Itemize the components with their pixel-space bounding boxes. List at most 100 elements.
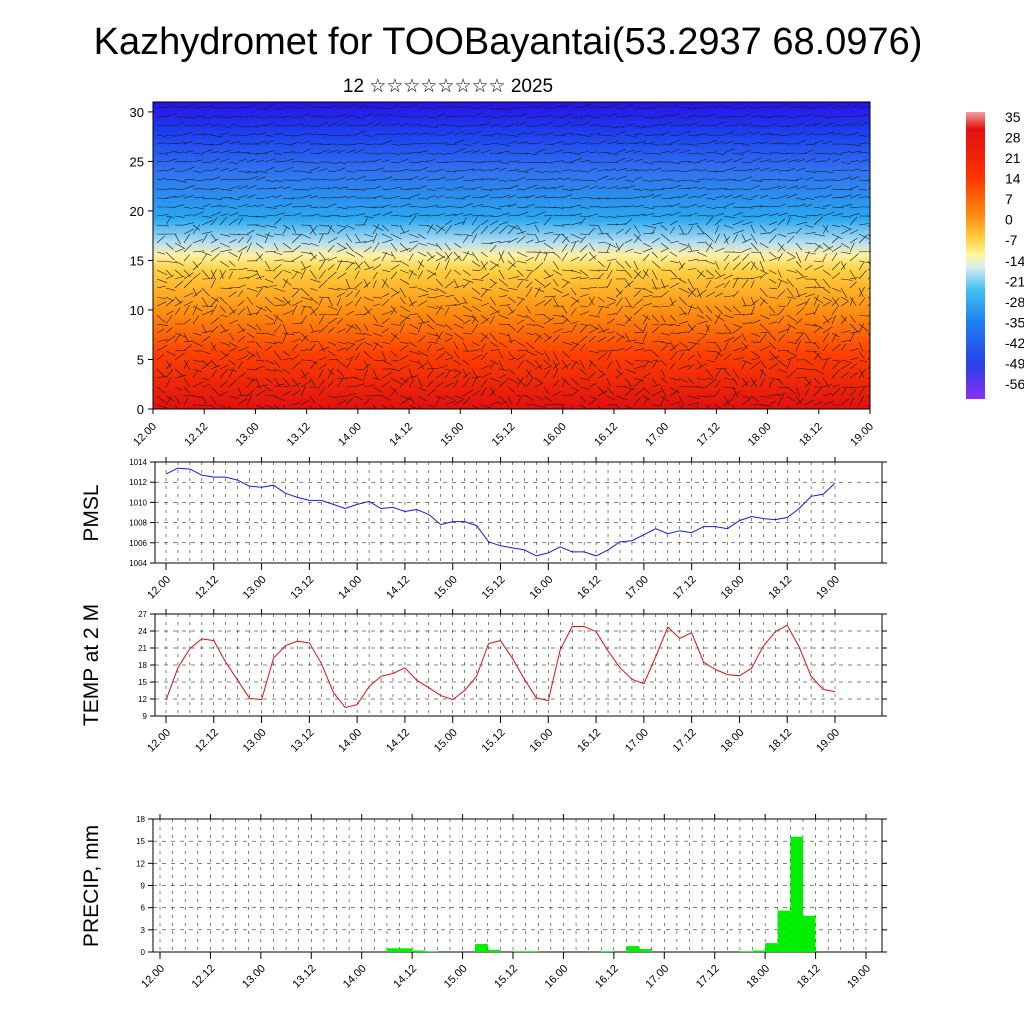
wind-barb (381, 350, 387, 362)
wind-barb (714, 170, 725, 173)
wind-barb (273, 186, 284, 190)
wind-barb (795, 167, 806, 172)
wind-barb (516, 341, 526, 347)
wind-barb (471, 323, 479, 334)
wind-barb (822, 393, 832, 397)
wind-barb (732, 255, 740, 262)
wind-barb (642, 242, 652, 248)
wind-barb (687, 225, 694, 235)
wind-barb (498, 368, 508, 371)
wind-barb (678, 341, 688, 348)
wind-barb (597, 386, 606, 395)
wind-barb (561, 104, 571, 109)
wind-barb (633, 289, 642, 298)
wind-barb (228, 168, 238, 172)
wind-barb (156, 285, 166, 289)
wind-barb (786, 341, 798, 344)
wind-barb (417, 132, 428, 136)
wind-barb (471, 305, 481, 312)
wind-barb (732, 169, 743, 172)
wind-barb (264, 167, 275, 172)
wind-barb (273, 368, 283, 373)
wind-barb (741, 277, 754, 280)
wind-barb (498, 287, 509, 292)
wind-barb (741, 261, 751, 271)
wind-barb (327, 350, 336, 356)
wind-barb (570, 233, 583, 240)
wind-barb (255, 287, 263, 298)
wind-barb (435, 262, 440, 271)
wind-barb (579, 185, 590, 190)
wind-barb (705, 314, 712, 322)
wind-barb (408, 244, 418, 253)
wind-barb (822, 131, 835, 136)
wind-barb (291, 343, 299, 352)
wind-barb (615, 260, 625, 269)
wind-barb (651, 314, 660, 323)
wind-barb (552, 260, 560, 270)
wind-barb (597, 260, 605, 268)
x-tick-label: 17.12 (671, 727, 699, 755)
wind-barb (606, 261, 611, 271)
wind-barb (192, 170, 202, 173)
wind-barb (480, 387, 487, 397)
wind-barb (777, 212, 788, 217)
wind-barb (237, 236, 244, 244)
wind-barb (714, 305, 724, 315)
y-tick-label: 3 (141, 926, 146, 935)
wind-barb (687, 186, 698, 190)
wind-barb (462, 377, 470, 388)
wind-barb (201, 197, 212, 200)
wind-barb (669, 203, 681, 208)
wind-barb (579, 277, 589, 280)
wind-barb (507, 122, 519, 127)
wind-barb (669, 251, 678, 257)
wind-barb (660, 332, 671, 336)
wind-barb (678, 404, 685, 409)
wind-barb (687, 168, 698, 172)
wind-barb (300, 348, 310, 352)
wind-barb (678, 224, 685, 234)
wind-barb (453, 379, 459, 388)
wind-barb (255, 176, 266, 181)
wind-barb (678, 321, 689, 325)
x-tick-label: 14.12 (384, 727, 412, 755)
wind-barb (201, 361, 212, 370)
x-tick-label: 12.00 (145, 727, 173, 755)
wind-barb (273, 217, 282, 226)
wind-barb (579, 159, 591, 163)
wind-barb (210, 124, 222, 127)
wind-barb (264, 284, 277, 289)
wind-barb (264, 187, 276, 190)
wind-barb (561, 350, 571, 359)
wind-barb (372, 280, 377, 289)
wind-barb (165, 124, 175, 127)
wind-barb (399, 378, 409, 388)
wind-barb (606, 243, 611, 253)
x-tick-label: 14.12 (391, 963, 419, 991)
wind-barb (714, 314, 726, 322)
wind-barb (210, 269, 217, 280)
wind-barb (516, 360, 524, 370)
x-tick-label: 13.00 (240, 963, 268, 991)
wind-barb (588, 106, 601, 109)
wind-barb (624, 123, 635, 127)
wind-barb (597, 152, 610, 154)
wind-barb (696, 350, 702, 359)
wind-barb (759, 133, 772, 136)
wind-barb (561, 379, 566, 388)
wind-barb (192, 159, 202, 163)
wind-barb (165, 335, 176, 343)
wind-barb (831, 158, 840, 163)
wind-barb (282, 269, 292, 274)
wind-barb (849, 103, 860, 109)
wind-barb (273, 251, 283, 256)
wind-barb (660, 396, 665, 406)
wind-barb (183, 233, 191, 244)
wind-barb (210, 151, 219, 154)
colorbar-label: 14 (1005, 171, 1021, 187)
wind-barb (444, 382, 454, 388)
wind-barb (705, 368, 714, 378)
wind-barb (615, 242, 620, 251)
wind-barb (165, 296, 174, 302)
